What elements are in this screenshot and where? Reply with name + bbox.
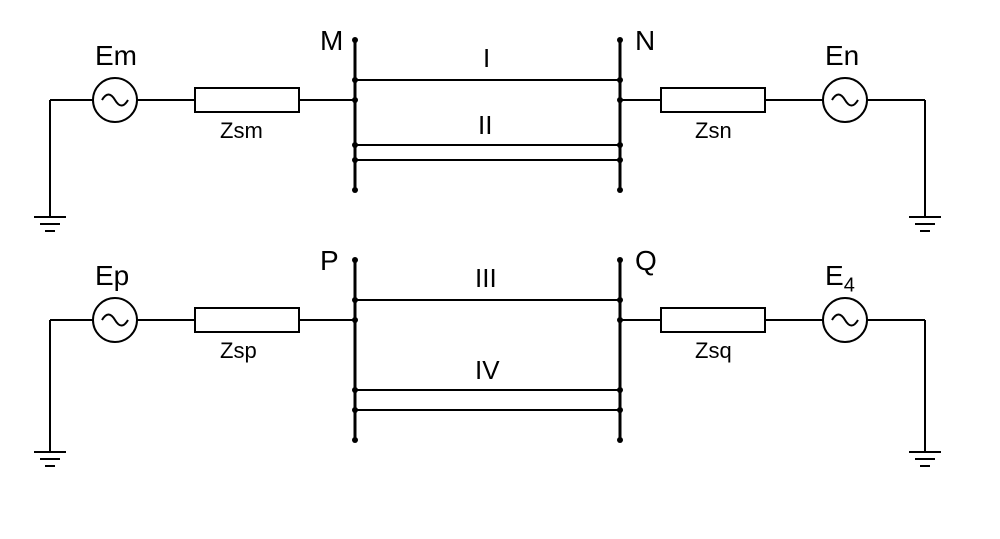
impedance-zsp-icon — [195, 308, 299, 332]
source-em-icon — [93, 78, 137, 122]
impedance-zsm-label: Zsm — [220, 118, 263, 144]
source-ep-label: Ep — [95, 260, 129, 292]
source-en-icon — [823, 78, 867, 122]
line-iv-label: IV — [475, 355, 500, 386]
source-e4-label: E4 — [825, 260, 855, 298]
bus-q-label: Q — [635, 245, 657, 277]
ground-em-icon — [34, 205, 66, 231]
ground-en-icon — [909, 205, 941, 231]
line-ii-label: II — [478, 110, 492, 141]
source-e4-letter: E — [825, 260, 844, 291]
source-em-label: Em — [95, 40, 137, 72]
circuit-diagram: Em En Ep E4 Zsm Zsn Zsp Zsq M N P Q I II… — [0, 0, 1000, 539]
ground-e4-icon — [909, 440, 941, 466]
impedance-zsm-icon — [195, 88, 299, 112]
bus-m-label: M — [320, 25, 343, 57]
line-i-label: I — [483, 43, 490, 74]
source-e4-icon — [823, 298, 867, 342]
impedance-zsn-icon — [661, 88, 765, 112]
source-e4-sub: 4 — [844, 275, 855, 297]
ground-ep-icon — [34, 440, 66, 466]
impedance-zsn-label: Zsn — [695, 118, 732, 144]
bus-n-label: N — [635, 25, 655, 57]
impedance-zsp-label: Zsp — [220, 338, 257, 364]
impedance-zsq-icon — [661, 308, 765, 332]
impedance-zsq-label: Zsq — [695, 338, 732, 364]
bus-p-label: P — [320, 245, 339, 277]
line-iii-label: III — [475, 263, 497, 294]
source-en-label: En — [825, 40, 859, 72]
source-ep-icon — [93, 298, 137, 342]
